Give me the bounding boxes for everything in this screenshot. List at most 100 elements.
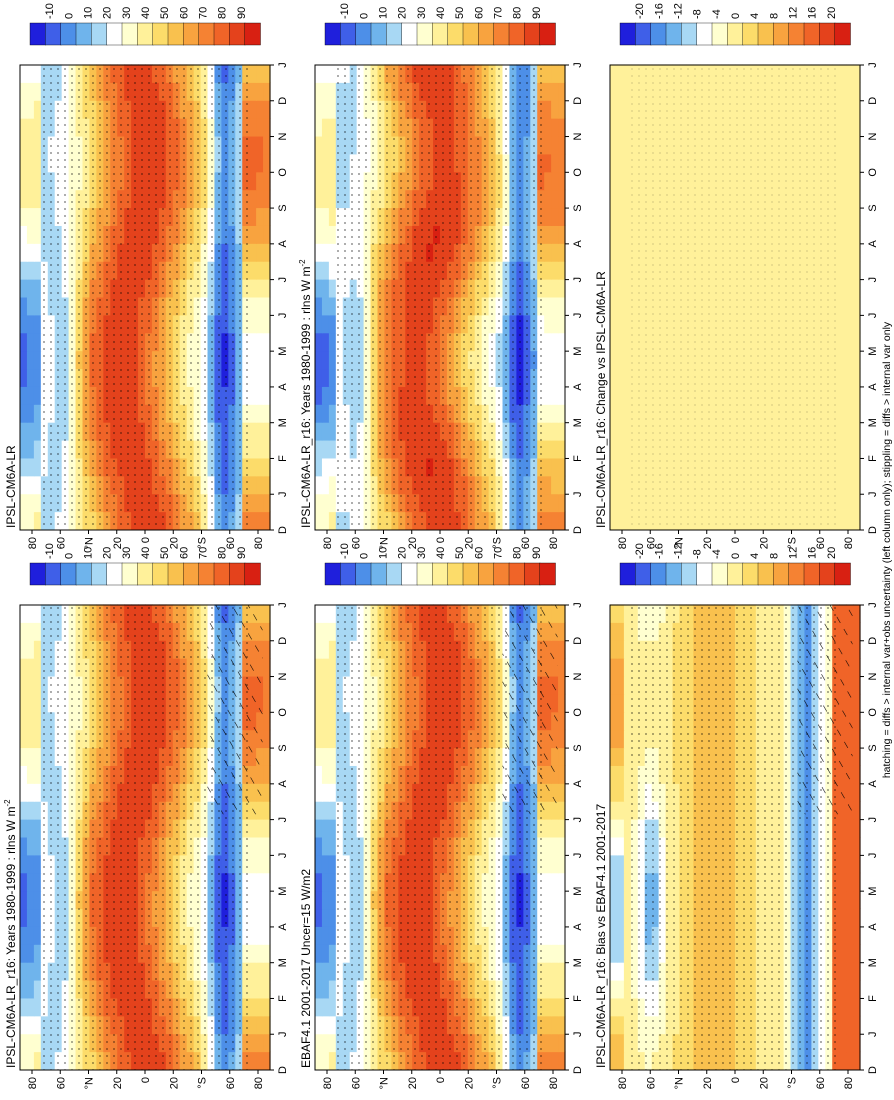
colorbar-label: -10 xyxy=(44,3,56,19)
heatmap-cell xyxy=(544,314,552,334)
heatmap-cell xyxy=(321,207,330,226)
heatmap-cell xyxy=(315,314,323,334)
heatmap-cell xyxy=(263,64,271,83)
heatmap-cell xyxy=(544,368,552,387)
heatmap-cell xyxy=(263,243,271,262)
heatmap-cell xyxy=(558,511,566,530)
colorbar-label: 80 xyxy=(512,7,524,19)
heatmap-cell xyxy=(20,457,28,477)
heatmap-cell xyxy=(623,729,632,749)
heatmap-cell xyxy=(558,836,566,856)
heatmap-cell xyxy=(33,836,42,856)
heatmap-cell xyxy=(249,908,257,927)
heatmap-cell xyxy=(551,279,559,298)
heatmap-cell xyxy=(328,836,337,856)
colorbar-swatch xyxy=(29,562,47,586)
y-tick-label: 60 xyxy=(55,537,67,549)
heatmap-cell xyxy=(321,100,330,119)
heatmap-cell xyxy=(315,979,323,999)
heatmap-cell xyxy=(315,890,323,910)
heatmap-cell xyxy=(263,457,271,477)
heatmap-cell xyxy=(249,368,257,387)
heatmap-cell xyxy=(558,979,566,999)
colorbar-swatch xyxy=(462,562,480,586)
x-tick-label: A xyxy=(277,923,289,931)
heatmap-cell xyxy=(853,658,861,677)
heatmap-cell xyxy=(623,1051,632,1070)
heatmap-cell xyxy=(328,64,337,83)
y-tick-label: 80 xyxy=(322,537,334,549)
heatmap-cell xyxy=(544,997,552,1017)
heatmap-cell xyxy=(249,836,257,856)
colorbar-label: 20 xyxy=(102,7,114,19)
colorbar-swatch xyxy=(60,562,77,586)
heatmap-cell xyxy=(315,350,323,370)
heatmap-cell xyxy=(328,729,337,749)
heatmap-cell xyxy=(20,64,28,83)
heatmap-cell xyxy=(551,386,559,405)
heatmap-cell xyxy=(249,64,257,83)
colorbar-swatch xyxy=(183,562,200,586)
heatmap-cell xyxy=(315,296,323,316)
y-tick-label: 20 xyxy=(463,537,475,549)
heatmap-cell xyxy=(249,332,257,352)
heatmap-cell xyxy=(315,511,323,530)
heatmap-cell xyxy=(256,979,264,999)
heatmap-cell xyxy=(263,997,271,1017)
heatmap-cell xyxy=(315,135,323,155)
heatmap-cell xyxy=(328,422,337,441)
heatmap-cell xyxy=(249,296,257,316)
x-tick-label: M xyxy=(277,887,289,896)
heatmap-cell xyxy=(315,457,323,477)
heatmap-cell xyxy=(20,640,28,659)
heatmap-cell xyxy=(256,997,264,1017)
hatching-overlay xyxy=(502,605,558,815)
heatmap-cell xyxy=(610,747,618,766)
heatmap-cell xyxy=(551,261,559,280)
heatmap-cell xyxy=(33,801,42,820)
heatmap-cell xyxy=(558,368,566,387)
heatmap-cell xyxy=(33,243,42,262)
heatmap-cell xyxy=(33,475,42,495)
heatmap-cell xyxy=(321,386,330,405)
heatmap-cell xyxy=(853,979,861,999)
colorbar-label: 70 xyxy=(198,547,210,559)
heatmap-cell xyxy=(256,819,264,838)
heatmap-cell xyxy=(558,118,566,137)
heatmap-cell xyxy=(544,171,552,191)
heatmap-cell xyxy=(558,422,566,441)
x-tick-label: F xyxy=(572,995,584,1002)
colorbar-swatch xyxy=(401,562,418,586)
heatmap-cell xyxy=(328,243,337,262)
colorbar-label: 90 xyxy=(236,7,248,19)
heatmap-cell xyxy=(20,135,28,155)
heatmap-cell xyxy=(315,82,323,101)
heatmap-cell xyxy=(263,1015,271,1035)
heatmap-cell xyxy=(249,189,257,209)
heatmap-cell xyxy=(551,836,559,856)
y-tick-label: 80 xyxy=(322,1077,334,1089)
colorbar-label: 70 xyxy=(493,7,505,19)
heatmap-cell xyxy=(315,675,323,695)
colorbar-swatch xyxy=(167,22,185,46)
heatmap-cell xyxy=(26,890,35,910)
heatmap-cell xyxy=(616,819,625,838)
colorbar-label: 10 xyxy=(378,7,390,19)
x-tick-label: J xyxy=(277,62,289,68)
heatmap-cell xyxy=(839,908,847,927)
heatmap-cell xyxy=(33,153,42,173)
heatmap-cell xyxy=(33,658,42,677)
y-tick-label: °S xyxy=(197,537,209,549)
heatmap-cell xyxy=(610,1033,618,1053)
heatmap-cell xyxy=(263,783,271,802)
heatmap-cell xyxy=(263,926,271,945)
heatmap-cell xyxy=(33,890,42,910)
y-tick-label: 20 xyxy=(168,1077,180,1089)
heatmap-cell xyxy=(558,135,566,155)
heatmap-cell xyxy=(328,225,337,244)
heatmap-cell xyxy=(551,872,559,892)
heatmap-cell xyxy=(321,836,330,856)
heatmap-cell xyxy=(558,997,566,1017)
heatmap-cell xyxy=(328,622,337,641)
heatmap-cell xyxy=(551,493,559,513)
